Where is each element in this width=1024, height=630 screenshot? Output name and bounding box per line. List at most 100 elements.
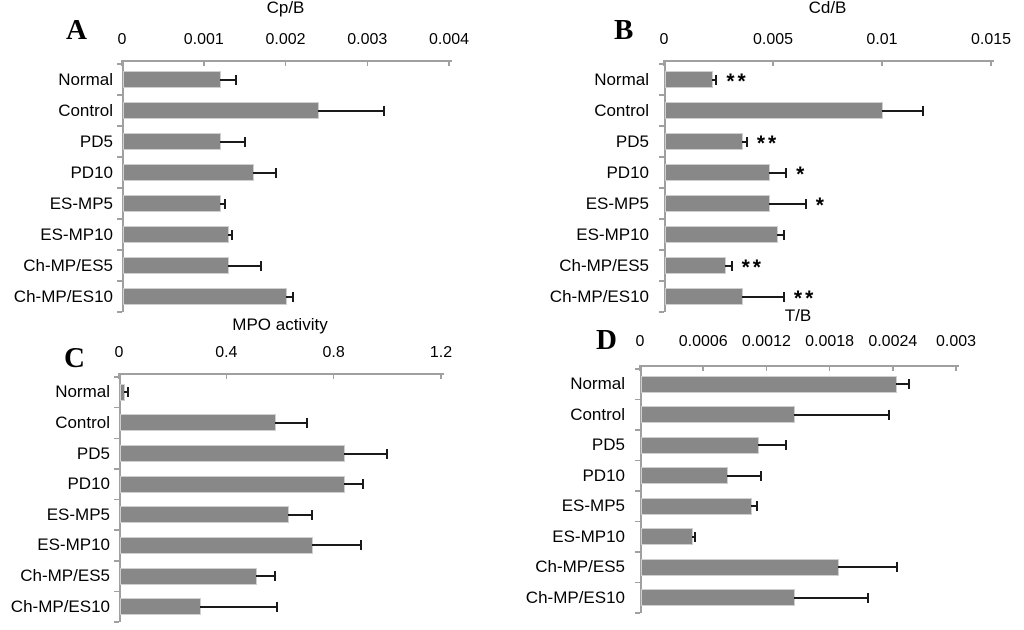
axis-tick-mark	[332, 373, 335, 379]
axis-title: T/B	[784, 306, 812, 325]
category-tick-mark	[635, 429, 640, 431]
bar	[120, 414, 276, 432]
category-tick-mark	[117, 218, 122, 220]
axis-title: MPO activity	[232, 315, 328, 334]
tick-label: 0.0006	[678, 333, 728, 350]
bar	[665, 226, 779, 243]
category-label: Ch-MP/ES5	[559, 255, 649, 275]
error-bar	[691, 535, 695, 538]
category-tick-mark	[117, 280, 122, 282]
category-tick-mark	[659, 187, 664, 189]
category-tick-mark	[659, 280, 664, 282]
tick-label: 0.8	[322, 344, 345, 361]
error-bar	[220, 202, 225, 205]
error-bar	[220, 140, 245, 143]
error-bar	[285, 295, 293, 298]
category-tick-mark	[635, 551, 640, 553]
error-cap	[224, 198, 226, 209]
category-tick-mark	[117, 94, 122, 96]
bar	[123, 257, 230, 274]
error-bar	[228, 233, 233, 236]
error-cap	[745, 136, 748, 147]
category-label: ES-MP5	[585, 193, 649, 213]
category-tick-mark	[117, 249, 122, 251]
category-label: ES-MP5	[49, 193, 113, 213]
bar	[665, 288, 744, 305]
tick-label: 0.001	[183, 31, 224, 48]
error-bar	[757, 444, 787, 447]
category-tick-mark	[659, 63, 664, 65]
error-cap	[804, 198, 807, 209]
axis-tick-mark	[828, 365, 831, 371]
category-tick-mark	[114, 376, 119, 378]
category-tick-mark	[114, 621, 119, 623]
bar	[641, 375, 897, 393]
category-label: Control	[594, 100, 649, 120]
axis-tick-mark	[892, 365, 894, 371]
axis-tick-mark	[881, 60, 883, 66]
category-label: Normal	[594, 69, 649, 89]
error-cap	[896, 562, 898, 573]
error-bar	[882, 109, 924, 112]
category-tick-mark	[114, 437, 119, 439]
error-bar	[838, 566, 897, 569]
bar	[123, 195, 222, 212]
error-bar	[255, 575, 275, 578]
category-label: Control	[570, 404, 625, 424]
tick-label: 0	[635, 333, 645, 350]
category-label: PD5	[76, 443, 110, 463]
category-tick-mark	[114, 560, 119, 562]
error-cap	[730, 260, 733, 271]
tick-label: 0.005	[752, 31, 794, 48]
error-bar	[750, 505, 757, 508]
category-tick-mark	[117, 63, 122, 65]
significance-marker: **	[726, 69, 749, 93]
category-tick-mark	[659, 156, 664, 158]
error-bar	[793, 413, 889, 416]
error-bar	[228, 264, 261, 267]
error-cap	[359, 540, 362, 551]
tick-label: 0.004	[428, 31, 470, 48]
category-label: PD10	[582, 465, 625, 485]
error-cap	[235, 74, 238, 85]
category-label: Ch-MP/ES5	[23, 255, 113, 275]
error-cap	[386, 448, 389, 459]
category-axis-line	[640, 365, 642, 613]
category-axis-line	[664, 60, 666, 312]
axis-tick-mark	[772, 60, 774, 66]
category-tick-mark	[659, 125, 664, 127]
significance-marker: **	[793, 286, 817, 310]
category-tick-mark	[117, 187, 122, 189]
error-bar	[288, 513, 313, 516]
axis-title: Cp/B	[266, 0, 305, 17]
bar	[641, 497, 752, 515]
error-cap	[382, 105, 385, 116]
axis-tick-mark	[440, 373, 442, 379]
category-label: PD10	[70, 162, 113, 182]
error-cap	[715, 74, 718, 85]
category-label: Control	[55, 412, 110, 432]
category-label: Normal	[58, 69, 113, 89]
error-cap	[755, 501, 758, 512]
axis-tick-mark	[366, 60, 368, 66]
axis-tick-mark	[203, 60, 205, 66]
category-tick-mark	[117, 156, 122, 158]
bar	[641, 467, 729, 485]
panel-letter: D	[596, 324, 617, 356]
error-cap	[782, 229, 785, 240]
error-cap	[866, 592, 869, 603]
significance-marker: **	[756, 131, 780, 155]
error-cap	[760, 470, 763, 481]
tick-label: 0	[114, 344, 124, 361]
category-tick-mark	[114, 529, 119, 531]
tick-label: 0	[659, 31, 669, 48]
category-tick-mark	[117, 125, 122, 127]
axis-tick-mark	[448, 60, 450, 66]
error-cap	[785, 167, 788, 178]
bar	[665, 164, 770, 181]
tick-label: 0.015	[970, 31, 1012, 48]
bar	[120, 475, 346, 493]
bar	[665, 102, 883, 119]
tick-label: 0.002	[265, 31, 306, 48]
